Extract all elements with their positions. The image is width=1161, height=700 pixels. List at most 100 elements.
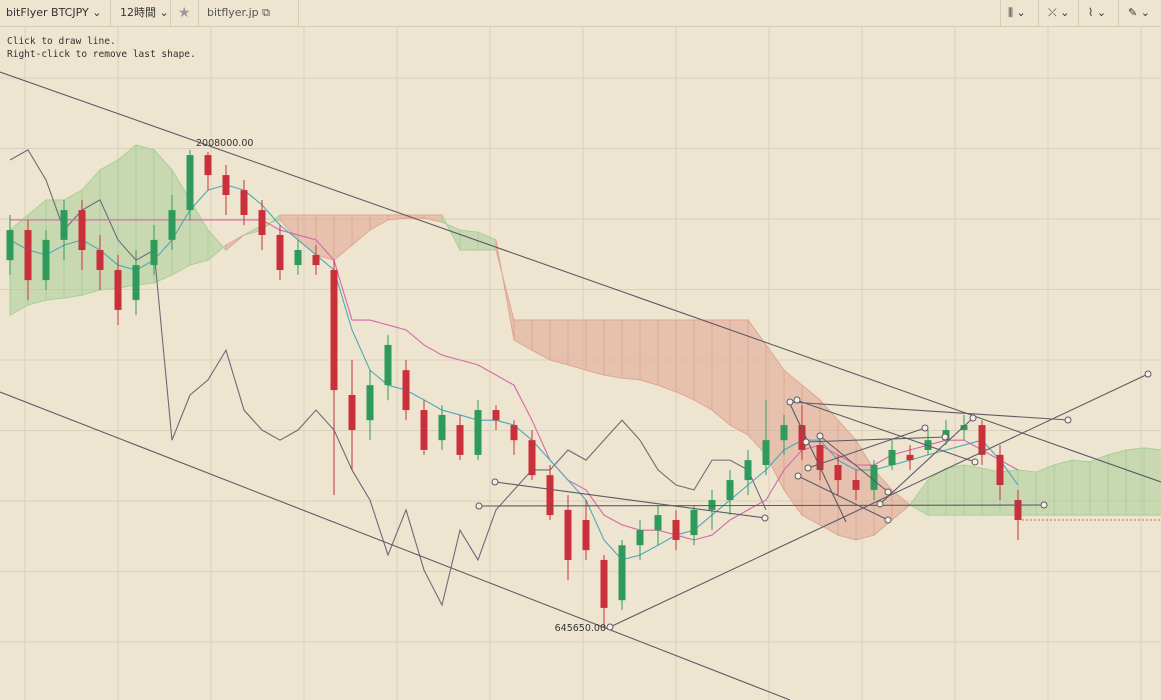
- cloud-segment: [369, 214, 389, 231]
- cloud-segment: [1125, 447, 1145, 516]
- handle[interactable]: [816, 432, 824, 440]
- candles: [6, 149, 1161, 627]
- cloud-segment: [585, 319, 605, 376]
- trend-line[interactable]: [494, 481, 766, 519]
- handle[interactable]: [941, 433, 949, 441]
- candle-body: [870, 465, 878, 490]
- favorite-button[interactable]: ★: [178, 5, 191, 21]
- candle-body: [690, 509, 698, 536]
- cloud-segment: [1107, 449, 1127, 516]
- cloud-segment: [621, 319, 641, 381]
- candle-body: [600, 559, 608, 608]
- candle-body: [906, 454, 914, 461]
- candle-body: [888, 449, 896, 466]
- candle-body: [654, 515, 662, 531]
- handle[interactable]: [884, 516, 892, 524]
- user-drawings: [0, 71, 1161, 700]
- candle-body: [780, 425, 788, 441]
- handle[interactable]: [969, 414, 977, 422]
- candle-body: [96, 250, 104, 270]
- candle-body: [582, 520, 590, 551]
- candle-body: [960, 425, 968, 431]
- trend-line[interactable]: [0, 391, 791, 700]
- handle[interactable]: [1144, 370, 1152, 378]
- handle[interactable]: [876, 500, 884, 508]
- interval-select[interactable]: 12時間 ⌄: [120, 6, 169, 19]
- trend-line[interactable]: [797, 475, 889, 521]
- candle-body: [348, 394, 356, 431]
- kijun-line: [10, 219, 1019, 541]
- instruction: Click to draw line.: [7, 36, 116, 47]
- toolbar: bitFlyer BTCJPY ⌄ 12時間 ⌄ ★ bitflyer.jp ⧉…: [0, 0, 1161, 27]
- candle-body: [204, 155, 212, 176]
- cloud-segment: [1071, 459, 1091, 516]
- indicator-button[interactable]: ⤫ ⌄: [1048, 6, 1070, 19]
- handle[interactable]: [1040, 501, 1048, 509]
- cloud-segment: [513, 319, 533, 352]
- trend-line[interactable]: [795, 399, 976, 463]
- handle[interactable]: [794, 472, 802, 480]
- trend-line[interactable]: [609, 373, 1149, 628]
- candle-body: [384, 344, 392, 386]
- candle-body: [474, 410, 482, 455]
- cloud-segment: [477, 231, 497, 251]
- instructions: Click to draw line. Right-click to remov…: [7, 35, 196, 61]
- trend-line[interactable]: [805, 436, 946, 443]
- trend-line[interactable]: [819, 435, 889, 493]
- candle-body: [366, 385, 374, 421]
- cloud-segment: [855, 438, 875, 541]
- candle-body: [222, 175, 230, 196]
- cloud-segment: [297, 214, 317, 256]
- interval: 12時間: [120, 6, 156, 19]
- cloud-segment: [549, 319, 569, 366]
- handle[interactable]: [971, 458, 979, 466]
- cloud-segment: [711, 319, 731, 427]
- handle[interactable]: [804, 464, 812, 472]
- handle[interactable]: [786, 398, 794, 406]
- cloud-segment: [927, 467, 947, 516]
- trend-line[interactable]: [0, 71, 1161, 483]
- handle[interactable]: [884, 488, 892, 496]
- cloud-segment: [909, 478, 929, 516]
- candle-body: [672, 520, 680, 540]
- cloud-segment: [423, 214, 443, 223]
- handle[interactable]: [802, 438, 810, 446]
- cloud-segment: [207, 228, 227, 262]
- handle[interactable]: [793, 396, 801, 404]
- handle[interactable]: [921, 424, 929, 432]
- candle-body: [1014, 500, 1022, 521]
- cloud-segment: [693, 319, 713, 411]
- candle-body: [186, 155, 194, 211]
- handle[interactable]: [606, 623, 614, 631]
- chart-type-button[interactable]: ⫼ ⌄: [1008, 6, 1026, 19]
- separator: [1118, 0, 1119, 26]
- handle[interactable]: [1064, 416, 1072, 424]
- candle-body: [132, 265, 140, 301]
- handle[interactable]: [761, 514, 769, 522]
- compare-button[interactable]: ⌇ ⌄: [1088, 6, 1107, 19]
- separator: [1078, 0, 1079, 26]
- candle-body: [528, 440, 536, 476]
- cloud-segment: [747, 318, 767, 457]
- trend-line[interactable]: [879, 417, 974, 505]
- candle-body: [420, 410, 428, 450]
- handle[interactable]: [475, 502, 483, 510]
- candle-body: [150, 239, 158, 266]
- candle-body: [402, 370, 410, 411]
- candle-body: [78, 210, 86, 251]
- price-annotation: 645650.00: [555, 623, 606, 634]
- candle-body: [438, 414, 446, 441]
- draw-button[interactable]: ✎ ⌄: [1128, 6, 1150, 19]
- handle[interactable]: [491, 478, 499, 486]
- cloud-segment: [531, 319, 551, 361]
- site-link[interactable]: bitflyer.jp ⧉: [207, 6, 270, 19]
- candle-body: [294, 250, 302, 266]
- candle-body: [924, 440, 932, 450]
- symbol-select[interactable]: bitFlyer BTCJPY ⌄: [6, 6, 102, 19]
- trend-line[interactable]: [789, 403, 847, 523]
- trend-line[interactable]: [478, 504, 1045, 507]
- trend-line[interactable]: [807, 427, 926, 469]
- trend-line[interactable]: [789, 401, 1069, 421]
